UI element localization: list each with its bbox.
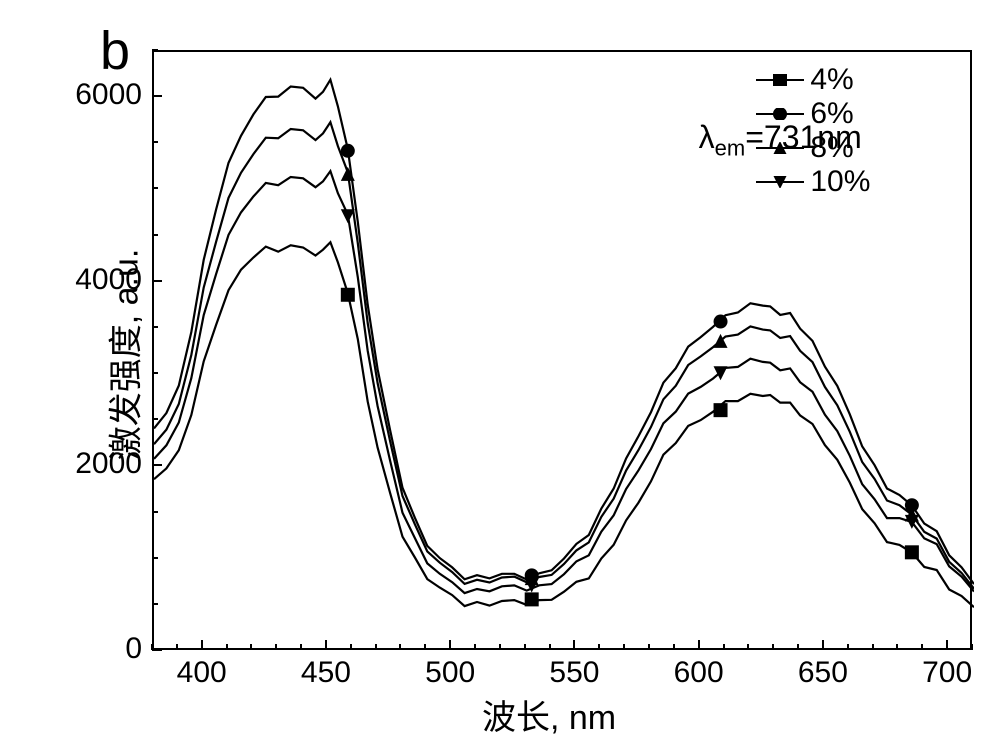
- x-tick: [549, 644, 551, 650]
- x-tick: [797, 644, 799, 650]
- x-tick-label: 450: [296, 656, 356, 690]
- series-line-10%: [154, 171, 974, 593]
- y-tick: [152, 326, 158, 328]
- x-tick: [747, 644, 749, 650]
- y-tick: [152, 557, 158, 559]
- x-tick: [673, 644, 675, 650]
- x-tick: [399, 644, 401, 650]
- x-tick: [226, 644, 228, 650]
- x-tick: [499, 644, 501, 650]
- x-tick-label: 650: [793, 656, 853, 690]
- y-tick: [152, 464, 162, 466]
- annotation-lambda-em: λem=731nm: [699, 119, 862, 161]
- x-tick: [176, 644, 178, 650]
- x-tick: [201, 640, 203, 650]
- y-tick-label: 0: [52, 632, 142, 666]
- x-tick: [872, 644, 874, 650]
- x-tick: [847, 644, 849, 650]
- y-tick: [152, 187, 158, 189]
- x-tick: [971, 644, 973, 650]
- y-tick: [152, 418, 158, 420]
- panel-label: b: [100, 20, 130, 82]
- y-tick: [152, 649, 162, 651]
- legend-label: 10%: [810, 165, 870, 199]
- y-tick: [152, 49, 158, 51]
- legend-line-icon: [756, 113, 804, 116]
- y-tick: [152, 95, 162, 97]
- x-tick: [250, 644, 252, 650]
- x-tick-label: 500: [420, 656, 480, 690]
- y-tick: [152, 280, 162, 282]
- figure-b: b 4004505005506006507000200040006000 波长,…: [20, 20, 980, 722]
- x-tick-label: 600: [669, 656, 729, 690]
- x-tick: [648, 644, 650, 650]
- x-tick: [573, 640, 575, 650]
- x-tick: [921, 644, 923, 650]
- x-tick: [698, 640, 700, 650]
- x-tick-label: 550: [544, 656, 604, 690]
- x-tick: [723, 644, 725, 650]
- legend-line-icon: [756, 181, 804, 184]
- x-tick: [822, 640, 824, 650]
- legend-item-10%: 10%: [756, 165, 870, 199]
- y-tick: [152, 141, 158, 143]
- y-tick: [152, 372, 158, 374]
- x-tick: [449, 640, 451, 650]
- x-tick: [350, 644, 352, 650]
- x-tick: [325, 640, 327, 650]
- y-tick: [152, 234, 158, 236]
- y-tick: [152, 603, 158, 605]
- x-tick: [772, 644, 774, 650]
- legend-label: 4%: [810, 63, 853, 97]
- x-tick-label: 700: [917, 656, 977, 690]
- series-line-4%: [154, 242, 974, 607]
- y-tick-label: 6000: [52, 78, 142, 112]
- legend-item-4%: 4%: [756, 63, 870, 97]
- x-tick: [275, 644, 277, 650]
- x-tick: [424, 644, 426, 650]
- x-tick: [946, 640, 948, 650]
- x-tick: [524, 644, 526, 650]
- x-tick: [375, 644, 377, 650]
- x-tick: [474, 644, 476, 650]
- y-axis-label: 激发强度, a.u.: [98, 249, 147, 461]
- x-tick: [598, 644, 600, 650]
- x-tick-label: 400: [172, 656, 232, 690]
- legend-line-icon: [756, 79, 804, 82]
- x-tick: [896, 644, 898, 650]
- y-tick: [152, 511, 158, 513]
- x-tick: [623, 644, 625, 650]
- x-tick: [300, 644, 302, 650]
- x-axis-label: 波长, nm: [482, 690, 616, 739]
